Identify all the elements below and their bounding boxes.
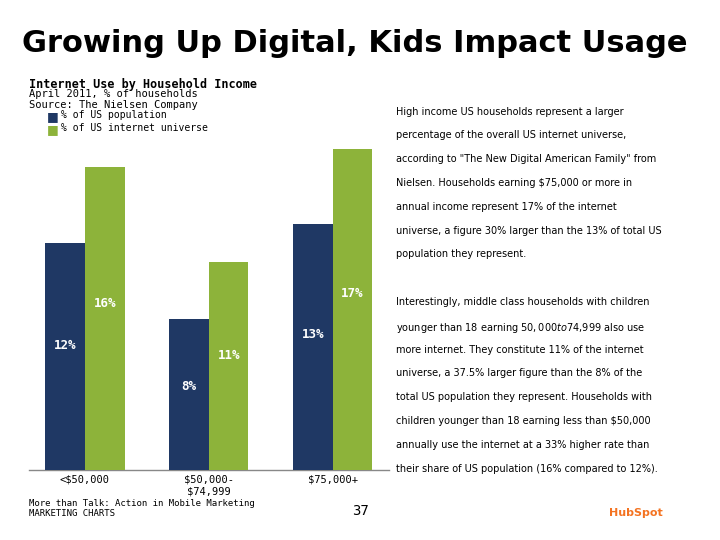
Bar bbox=[293, 224, 333, 470]
Text: annual income represent 17% of the internet: annual income represent 17% of the inter… bbox=[396, 202, 617, 212]
Text: 11%: 11% bbox=[217, 349, 240, 362]
Text: Growing Up Digital, Kids Impact Usage: Growing Up Digital, Kids Impact Usage bbox=[22, 29, 687, 58]
Text: their share of US population (16% compared to 12%).: their share of US population (16% compar… bbox=[396, 464, 658, 474]
Bar bbox=[45, 243, 85, 470]
Bar bbox=[85, 167, 125, 470]
Text: according to "The New Digital American Family" from: according to "The New Digital American F… bbox=[396, 154, 656, 164]
Text: universe, a figure 30% larger than the 13% of total US: universe, a figure 30% larger than the 1… bbox=[396, 226, 662, 235]
Bar bbox=[333, 148, 372, 470]
Text: total US population they represent. Households with: total US population they represent. Hous… bbox=[396, 392, 652, 402]
Text: High income US households represent a larger: High income US households represent a la… bbox=[396, 106, 624, 117]
Text: 37: 37 bbox=[351, 504, 369, 518]
Text: annually use the internet at a 33% higher rate than: annually use the internet at a 33% highe… bbox=[396, 440, 649, 450]
Text: HubSpot: HubSpot bbox=[608, 508, 662, 518]
Text: younger than 18 earning $50,000 to $74,999 also use: younger than 18 earning $50,000 to $74,9… bbox=[396, 321, 645, 335]
Text: 12%: 12% bbox=[54, 339, 76, 352]
Text: ■: ■ bbox=[47, 110, 58, 123]
Text: percentage of the overall US internet universe,: percentage of the overall US internet un… bbox=[396, 130, 626, 140]
Text: children younger than 18 earning less than $50,000: children younger than 18 earning less th… bbox=[396, 416, 651, 426]
Text: 13%: 13% bbox=[302, 328, 324, 341]
Text: % of US population: % of US population bbox=[61, 110, 167, 120]
Text: ■: ■ bbox=[47, 123, 58, 136]
Text: Source: The Nielsen Company: Source: The Nielsen Company bbox=[29, 100, 197, 110]
Bar bbox=[169, 319, 209, 470]
Text: more internet. They constitute 11% of the internet: more internet. They constitute 11% of th… bbox=[396, 345, 644, 355]
Text: % of US internet universe: % of US internet universe bbox=[61, 123, 208, 133]
Text: 16%: 16% bbox=[94, 297, 116, 310]
Text: Nielsen. Households earning $75,000 or more in: Nielsen. Households earning $75,000 or m… bbox=[396, 178, 632, 188]
Text: Interestingly, middle class households with children: Interestingly, middle class households w… bbox=[396, 297, 649, 307]
Text: More than Talk: Action in Mobile Marketing
MARKETING CHARTS: More than Talk: Action in Mobile Marketi… bbox=[29, 499, 255, 518]
Text: population they represent.: population they represent. bbox=[396, 249, 526, 259]
Text: 8%: 8% bbox=[181, 380, 197, 393]
Text: April 2011, % of households: April 2011, % of households bbox=[29, 89, 197, 99]
Text: Internet Use by Household Income: Internet Use by Household Income bbox=[29, 78, 257, 91]
Text: universe, a 37.5% larger figure than the 8% of the: universe, a 37.5% larger figure than the… bbox=[396, 368, 642, 379]
Bar bbox=[209, 262, 248, 470]
Text: 17%: 17% bbox=[341, 287, 364, 300]
